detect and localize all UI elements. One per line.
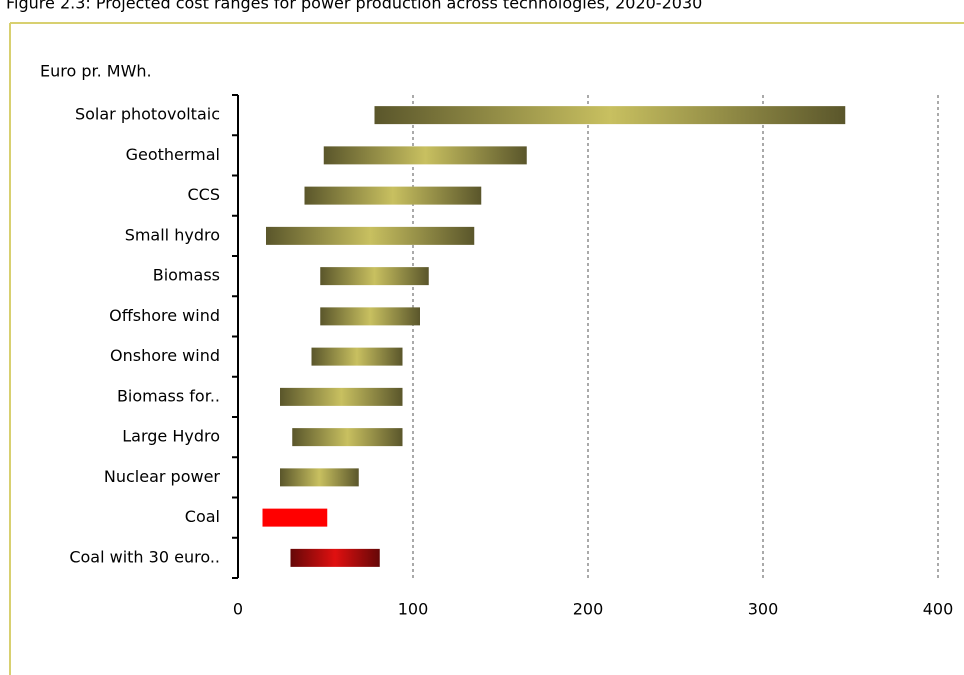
- bar: [292, 428, 403, 447]
- y-tick-label: Large Hydro: [122, 427, 220, 446]
- y-tick-label: Offshore wind: [109, 306, 220, 325]
- bar: [304, 186, 482, 205]
- bar: [311, 347, 403, 366]
- x-tick-label: 0: [233, 600, 243, 619]
- bar: [266, 226, 475, 245]
- y-axis-label: Euro pr. MWh.: [40, 62, 152, 81]
- y-tick-label: Biomass for..: [117, 386, 220, 405]
- x-tick-label: 200: [573, 600, 604, 619]
- bar: [280, 468, 359, 487]
- y-tick-label: Nuclear power: [104, 467, 221, 486]
- bar: [374, 106, 846, 125]
- y-tick-label: CCS: [188, 185, 221, 204]
- bar: [323, 146, 527, 165]
- x-tick-label: 300: [748, 600, 779, 619]
- y-tick-label: Biomass: [153, 266, 220, 285]
- y-tick-label: Solar photovoltaic: [75, 105, 220, 124]
- x-tick-label: 100: [398, 600, 429, 619]
- y-tick-label: Onshore wind: [110, 346, 220, 365]
- y-tick-label: Small hydro: [125, 225, 220, 244]
- bar: [262, 508, 328, 527]
- y-tick-label: Coal with 30 euro..: [69, 547, 220, 566]
- x-tick-label: 400: [923, 600, 954, 619]
- bar: [290, 548, 380, 567]
- y-tick-label: Coal: [185, 507, 220, 526]
- chart-title: Figure 2.3: Projected cost ranges for po…: [6, 0, 702, 13]
- bar: [320, 267, 429, 286]
- bar: [280, 387, 403, 406]
- y-tick-label: Geothermal: [126, 145, 220, 164]
- bar: [320, 307, 420, 326]
